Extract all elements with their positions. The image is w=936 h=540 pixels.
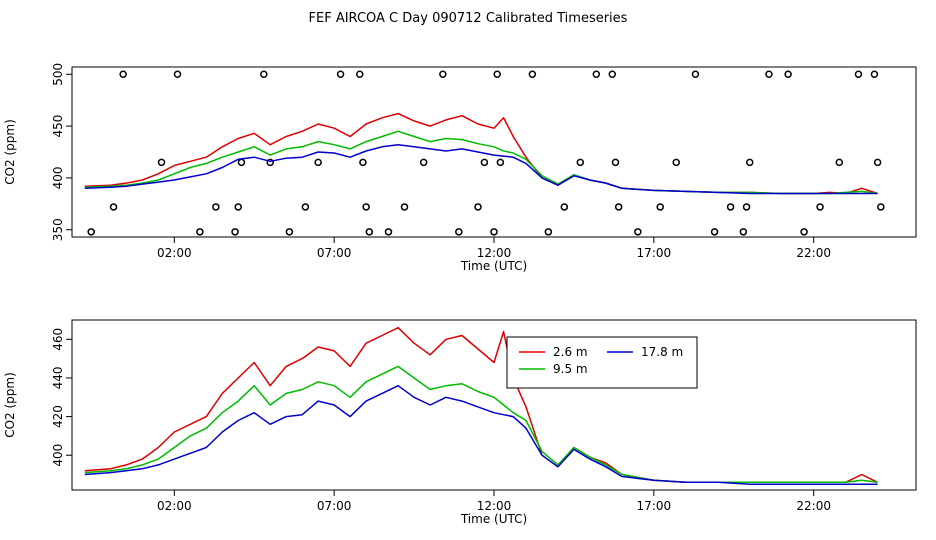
top-scatter-point: [672, 158, 680, 167]
top-scatter-point: [710, 228, 719, 236]
top-x-tick-label: 12:00: [477, 246, 512, 260]
chart-title: FEF AIRCOA C Day 090712 Calibrated Times…: [309, 11, 628, 26]
top-scatter-point: [365, 228, 374, 236]
bottom-y-axis-label: CO2 (ppm): [3, 372, 17, 438]
top-x-tick-label: 07:00: [317, 246, 352, 260]
bottom-x-tick-label: 17:00: [637, 499, 672, 513]
top-scatter-point: [109, 203, 118, 211]
legend-label: 2.6 m: [553, 345, 588, 359]
bottom-x-tick-label: 12:00: [477, 499, 512, 513]
top-y-axis-label: CO2 (ppm): [3, 119, 17, 185]
top-scatter-point: [359, 158, 367, 167]
top-scatter-point: [260, 70, 268, 79]
top-scatter-point: [493, 70, 501, 79]
bottom-series-line-2_6m: [84, 326, 878, 484]
top-scatter-point: [384, 228, 393, 236]
bottom-y-tick-label: 420: [51, 405, 65, 428]
top-scatter-point: [355, 70, 364, 79]
legend-label: 9.5 m: [553, 362, 588, 376]
top-scatter-point: [576, 158, 585, 167]
top-scatter-point: [455, 228, 463, 236]
top-scatter-point: [746, 158, 754, 167]
top-scatter-point: [877, 203, 885, 211]
top-scatter-point: [400, 203, 409, 211]
top-series-line-2_6m: [84, 112, 878, 195]
top-scatter-point: [474, 203, 482, 211]
bottom-plot-frame: [71, 319, 917, 491]
top-scatter-point: [765, 70, 773, 79]
bottom-x-tick-label: 22:00: [796, 499, 831, 513]
bottom-x-tick-label: 07:00: [317, 499, 352, 513]
top-scatter-point: [656, 203, 664, 211]
bottom-y-tick-label: 460: [51, 328, 65, 351]
top-scatter-point: [234, 203, 242, 211]
top-scatter-point: [544, 228, 553, 236]
top-y-tick-label: 400: [51, 166, 65, 189]
top-scatter-point: [196, 228, 204, 236]
top-scatter-point: [314, 158, 322, 167]
top-scatter-point: [480, 158, 489, 167]
top-scatter-point: [87, 228, 95, 236]
top-scatter-point: [362, 203, 370, 211]
top-scatter-point: [157, 158, 166, 167]
top-scatter-point: [439, 70, 447, 79]
top-scatter-point: [266, 158, 274, 167]
top-scatter-point: [726, 203, 735, 211]
top-scatter-point: [490, 228, 498, 236]
top-scatter-point: [173, 70, 182, 79]
top-scatter-point: [419, 158, 428, 167]
top-scatter-point: [608, 70, 617, 79]
top-panel: 02:00 07:00 12:00 17:00 22:00 350 400 450 500 Tim…: [3, 63, 917, 273]
top-scatter-point: [560, 203, 569, 211]
top-y-tick-label: 500: [51, 63, 65, 86]
legend-label: 17.8 m: [641, 345, 683, 359]
top-x-axis-label: Time (UTC): [460, 259, 527, 273]
top-x-tick-label: 22:00: [796, 246, 831, 260]
bottom-x-tick-label: 02:00: [157, 499, 192, 513]
top-scatter-point: [870, 70, 879, 79]
bottom-y-tick-label: 400: [51, 444, 65, 467]
top-x-tick-label: 17:00: [637, 246, 672, 260]
top-y-tick-label: 350: [51, 218, 65, 241]
bottom-y-tick-label: 440: [51, 367, 65, 390]
top-scatter-point: [611, 158, 620, 167]
top-scatter-point: [691, 70, 700, 79]
top-scatter-point: [336, 70, 345, 79]
top-scatter-point: [592, 70, 601, 79]
top-scatter-point: [301, 203, 310, 211]
top-scatter-point: [237, 158, 246, 167]
top-scatter-point: [784, 70, 792, 79]
top-plot-frame: [71, 66, 917, 238]
top-scatter-point: [119, 70, 127, 79]
top-scatter-point: [634, 228, 642, 236]
top-scatter-point: [739, 228, 748, 236]
top-x-tick-label: 02:00: [157, 246, 192, 260]
top-scatter-point: [614, 203, 623, 211]
top-scatter-point: [800, 228, 808, 236]
top-scatter-point: [231, 228, 239, 236]
top-scatter-point: [873, 158, 882, 167]
bottom-panel: 02:00 07:00 12:00 17:00 22:00 400 420 440 460 Tim…: [3, 319, 917, 526]
top-y-tick-label: 450: [51, 115, 65, 138]
top-scatter-point: [212, 203, 220, 211]
legend-box: [506, 336, 698, 389]
bottom-x-axis-label: Time (UTC): [460, 512, 527, 526]
bottom-series-line-17_8m: [84, 384, 878, 485]
top-scatter-point: [854, 70, 863, 79]
top-scatter-point: [528, 70, 537, 79]
bottom-legend: 2.6 m 9.5 m 17.8 m: [506, 336, 698, 389]
bottom-series-line-9_5m: [84, 365, 878, 484]
top-scatter-point: [496, 158, 505, 167]
top-series-line-17_8m: [84, 143, 878, 195]
top-scatter-point: [742, 203, 751, 211]
top-scatter-point: [285, 228, 294, 236]
top-scatter-point: [835, 158, 844, 167]
top-scatter-point: [816, 203, 824, 211]
